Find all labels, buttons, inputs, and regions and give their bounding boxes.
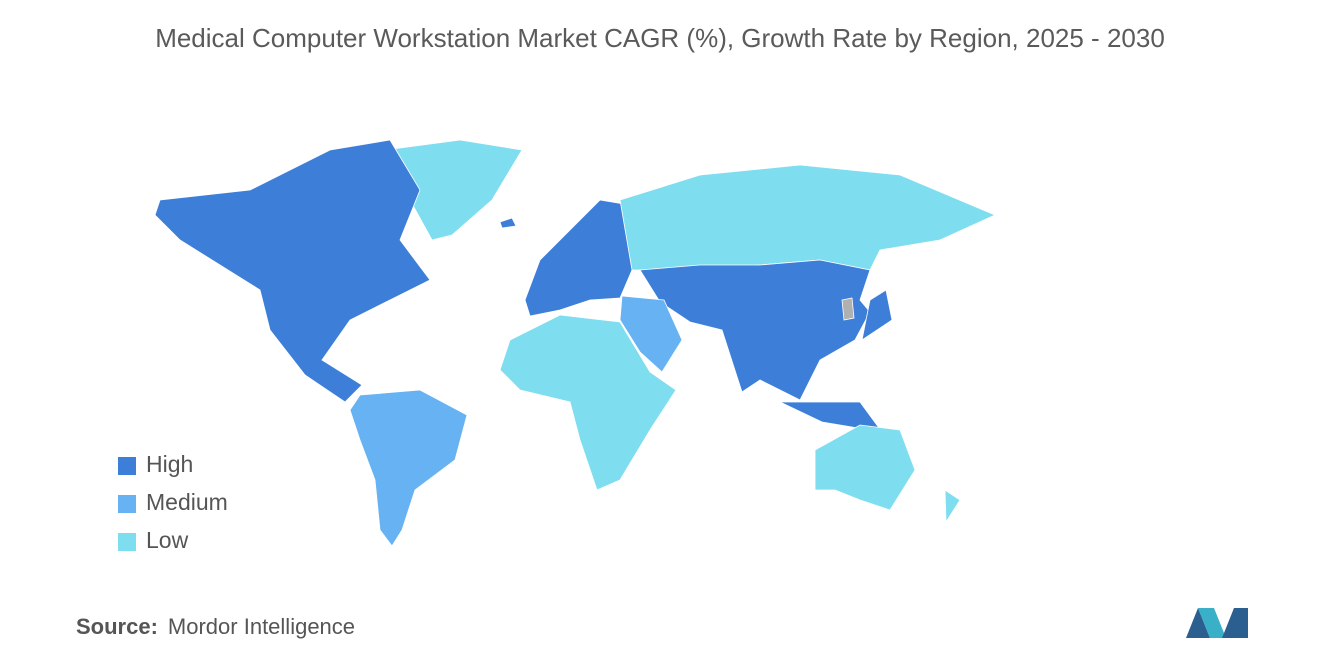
russia (619, 164, 996, 271)
asia (639, 259, 871, 401)
logo (1186, 608, 1248, 638)
korea-no-data (841, 297, 855, 321)
europe (524, 199, 633, 317)
africa (499, 314, 677, 491)
legend: High Medium Low (118, 451, 228, 553)
south-america (349, 389, 468, 547)
new-zealand (944, 489, 961, 524)
legend-swatch (118, 533, 136, 551)
world-map (154, 139, 996, 547)
japan (861, 289, 893, 341)
north-america (154, 139, 431, 403)
source-text: Mordor Intelligence (168, 614, 355, 639)
legend-label: Medium (146, 489, 228, 515)
source-label: Source: (76, 614, 158, 639)
legend-label: High (146, 451, 193, 477)
source: Source: Mordor Intelligence (76, 614, 355, 639)
legend-label: Low (146, 527, 189, 553)
legend-swatch (118, 457, 136, 475)
iceland (499, 217, 517, 229)
title: Medical Computer Workstation Market CAGR… (155, 23, 1165, 53)
australia (814, 424, 916, 511)
middle-east (619, 295, 683, 373)
legend-swatch (118, 495, 136, 513)
